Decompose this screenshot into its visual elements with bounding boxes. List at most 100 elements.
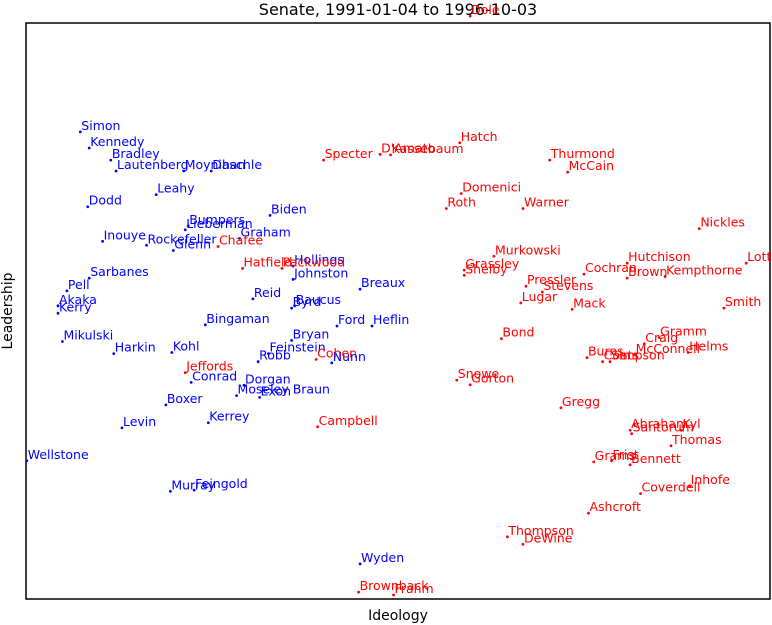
point-label-hollings: Hollings	[294, 252, 344, 267]
point-label-kyl: Kyl	[682, 416, 700, 431]
point-coats	[601, 360, 604, 364]
point-label-ford: Ford	[338, 312, 365, 327]
point-label-simpson: Simpson	[611, 348, 665, 363]
point-coverdell	[639, 492, 642, 495]
point-label-burns: Burns	[588, 344, 624, 359]
point-inhofe	[688, 484, 692, 488]
point-label-levin: Levin	[123, 414, 156, 429]
point-mcconnell	[633, 353, 636, 357]
point-label-harkin: Harkin	[115, 340, 156, 355]
point-daschle	[209, 169, 213, 173]
point-gorton	[468, 383, 472, 387]
point-label-heflin: Heflin	[373, 312, 409, 327]
point-label-moynihan: Moynihan	[185, 157, 246, 172]
y-axis-label: Leadership	[0, 272, 16, 349]
point-hollings	[291, 264, 295, 268]
point-boxer	[164, 403, 168, 407]
point-stevens	[540, 290, 544, 294]
point-label-simon: Simon	[81, 118, 120, 133]
point-johnston	[291, 277, 295, 281]
point-baucus	[293, 304, 296, 308]
point-label-hatfield: Hatfield	[244, 254, 293, 269]
point-hutchison	[625, 261, 629, 265]
point-label-kempthorne: Kempthorne	[666, 262, 743, 277]
point-kennedy	[87, 146, 91, 150]
point-simon	[78, 130, 82, 134]
point-murray	[168, 489, 172, 493]
point-pell	[65, 289, 69, 293]
point-label-packwood: Packwood	[283, 254, 345, 269]
point-conrad	[189, 381, 193, 384]
point-bingaman	[203, 323, 207, 327]
point-bradley	[109, 158, 113, 162]
point-kyl	[680, 428, 683, 432]
point-label-bradley: Bradley	[112, 146, 160, 161]
point-label-ashcroft: Ashcroft	[589, 499, 641, 514]
point-label-lieberman: Lieberman	[186, 216, 252, 231]
point-label-breaux: Breaux	[361, 275, 405, 290]
point-label-warner: Warner	[524, 194, 570, 209]
point-label-brown: Brown	[628, 264, 667, 279]
point-thompson	[505, 535, 509, 539]
point-label-lugar: Lugar	[522, 289, 558, 304]
point-bryan	[290, 338, 294, 342]
point-label-bryan: Bryan	[293, 326, 330, 341]
point-label-coats: Coats	[604, 348, 639, 363]
point-mack	[570, 307, 574, 311]
point-feinstein	[267, 352, 270, 356]
point-label-akaka: Akaka	[59, 292, 97, 307]
point-label-campbell: Campbell	[319, 413, 378, 428]
point-label-dewine: DeWine	[524, 530, 573, 545]
point-grassley	[462, 268, 466, 272]
point-label-sarbanes: Sarbanes	[90, 264, 148, 279]
point-rockefeller	[145, 243, 148, 247]
point-murkowski	[492, 254, 496, 258]
point-label-kerrey: Kerrey	[209, 409, 250, 424]
point-label-hutchison: Hutchison	[628, 249, 691, 264]
point-chafee	[216, 245, 220, 248]
point-label-hatch: Hatch	[461, 129, 498, 144]
point-label-graham: Graham	[241, 224, 291, 239]
point-moseleybraun	[235, 394, 238, 398]
point-label-cochran: Cochran	[585, 260, 637, 275]
points-layer: SimonKennedyBradleyLautenbergMoynihanDas…	[25, 2, 771, 597]
point-label-grassley: Grassley	[465, 256, 520, 271]
point-label-feingold: Feingold	[195, 476, 248, 491]
point-label-bennett: Bennett	[631, 451, 681, 466]
point-label-dole: Dole	[471, 2, 500, 17]
point-dewine	[521, 542, 525, 546]
point-bennett	[628, 463, 632, 467]
point-label-bumpers: Bumpers	[189, 212, 245, 227]
point-dole	[468, 14, 472, 18]
point-smith	[722, 306, 726, 310]
point-lieberman	[183, 228, 187, 232]
point-harkin	[112, 352, 116, 356]
point-lautenberg	[114, 169, 118, 173]
point-label-roth: Roth	[447, 194, 476, 209]
point-label-lott: Lott	[747, 249, 771, 264]
point-reid	[251, 297, 255, 301]
point-helms	[686, 351, 690, 354]
point-lugar	[519, 301, 523, 305]
point-graham	[238, 237, 241, 240]
point-byrd	[290, 306, 294, 310]
point-label-grams: Grams	[595, 448, 636, 463]
point-label-pressler: Pressler	[527, 272, 577, 287]
point-jeffords	[183, 371, 187, 375]
point-burns	[585, 356, 589, 360]
point-brown	[625, 276, 629, 280]
point-craig	[642, 342, 646, 346]
point-label-domenici: Domenici	[462, 179, 521, 194]
point-abraham	[628, 428, 632, 432]
point-kerry	[56, 311, 60, 315]
point-thomas	[669, 444, 673, 448]
point-label-rockefeller: Rockefeller	[148, 231, 218, 246]
point-label-murray: Murray	[171, 477, 215, 492]
point-label-snowe: Snowe	[458, 366, 500, 381]
point-domenici	[459, 192, 463, 195]
point-simpson	[608, 360, 612, 364]
point-label-frahm: Frahm	[395, 581, 434, 596]
point-kassebaum	[389, 153, 392, 157]
point-cohen	[314, 357, 318, 361]
point-hatch	[458, 141, 462, 145]
